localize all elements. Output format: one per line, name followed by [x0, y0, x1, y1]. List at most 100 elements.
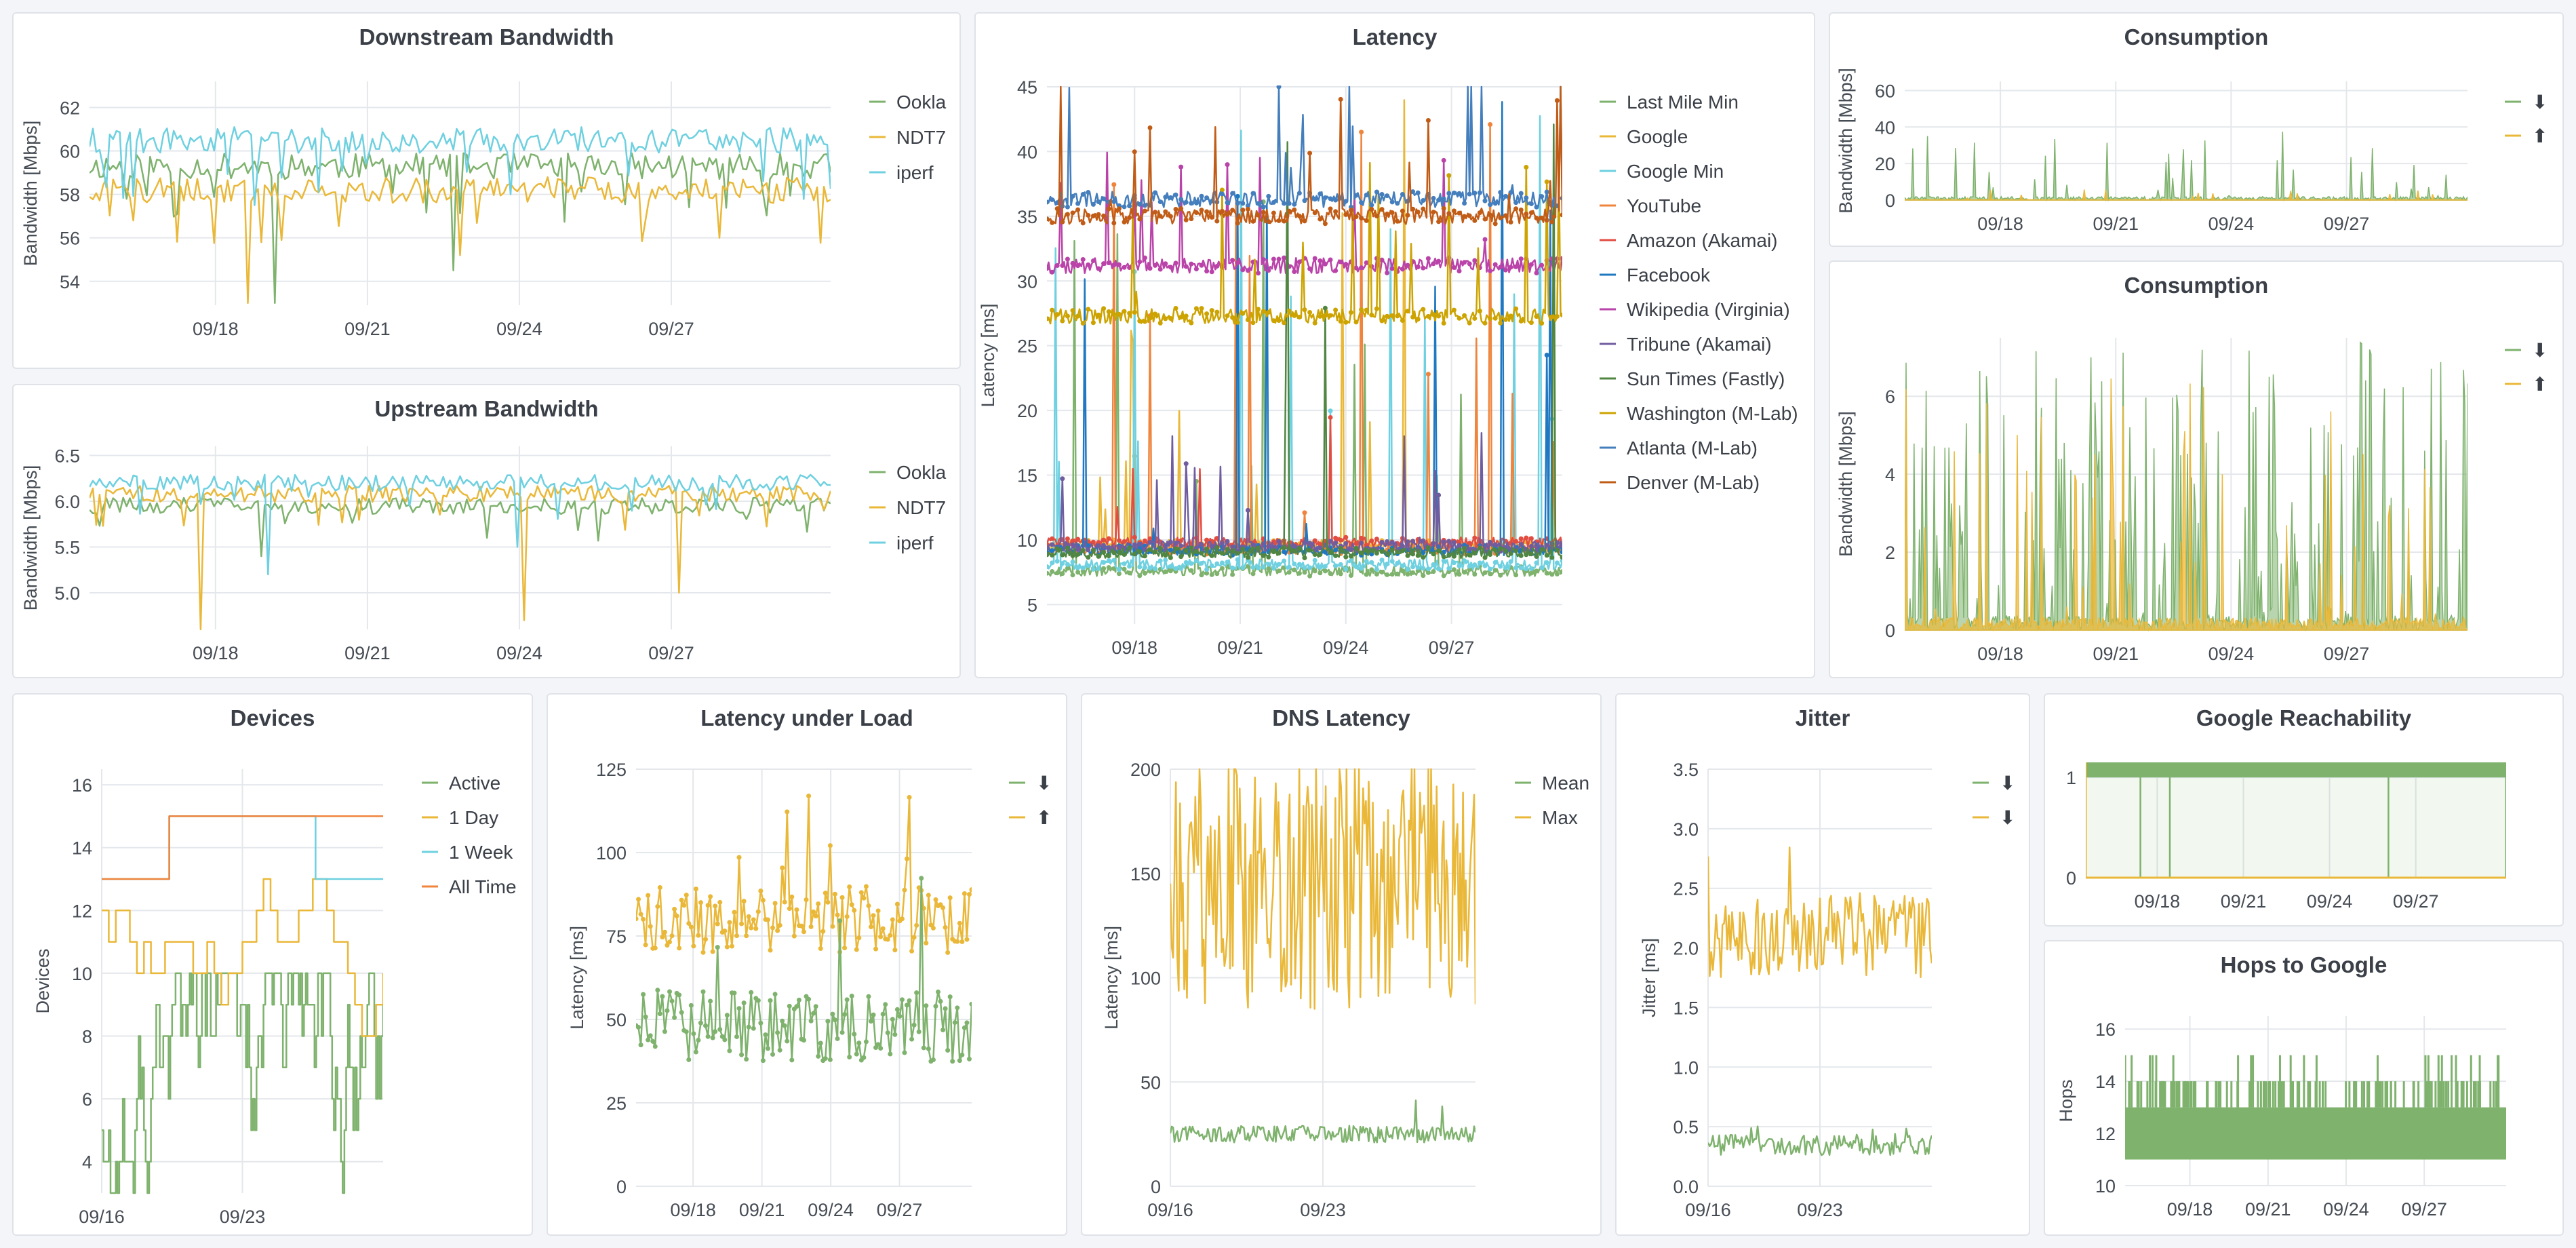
legend-entry: ⬇ [2532, 92, 2548, 113]
data-point [1389, 210, 1395, 215]
data-point [1400, 563, 1405, 568]
data-point [1389, 266, 1395, 271]
data-point [1214, 263, 1220, 269]
data-point [899, 916, 905, 922]
data-point [789, 894, 795, 899]
data-point [775, 1030, 780, 1035]
chart-dns: 0 50 100 150 200 09/16 09/23 Latency [ms] Mean Ma… [1101, 760, 1589, 1220]
data-point [1498, 320, 1503, 326]
data-point [1425, 545, 1431, 551]
data-point [1296, 570, 1302, 576]
data-point [1075, 201, 1081, 206]
data-point [1421, 265, 1426, 271]
data-point [1070, 193, 1075, 199]
data-point [1348, 208, 1353, 213]
data-point [1385, 313, 1390, 319]
data-point [863, 884, 869, 889]
panel-title[interactable]: Latency under Load [700, 705, 913, 730]
legend-entry: ⬇ [1036, 773, 1052, 794]
data-point [1240, 201, 1246, 206]
data-point [938, 998, 943, 1004]
data-point [1065, 542, 1070, 547]
data-point [1405, 567, 1410, 572]
y-tick-label: 30 [1017, 271, 1037, 292]
panel-title[interactable]: DNS Latency [1272, 705, 1410, 730]
data-point [964, 1020, 970, 1026]
data-point [1369, 202, 1374, 208]
data-point [950, 1059, 955, 1064]
data-point [1477, 210, 1482, 216]
data-point [902, 887, 907, 893]
data-point [1467, 191, 1472, 197]
data-point [875, 908, 881, 914]
data-point [1524, 552, 1529, 558]
data-point [1317, 258, 1323, 264]
data-point [933, 897, 938, 902]
data-point [1400, 548, 1405, 553]
data-point [1137, 541, 1143, 547]
x-tick-label: 09/24 [2307, 891, 2353, 912]
data-point [1050, 220, 1055, 225]
data-point [808, 1018, 814, 1023]
y-tick-label: 16 [2095, 1019, 2116, 1040]
data-point [1539, 194, 1545, 199]
data-point [943, 1006, 948, 1011]
data-point [1395, 549, 1400, 555]
panel-title[interactable]: Google Reachability [2196, 705, 2412, 730]
panel-title[interactable]: Downstream Bandwidth [359, 24, 614, 50]
legend-entry: ⬆ [2532, 374, 2548, 395]
data-point [698, 900, 703, 905]
data-point [1282, 558, 1287, 564]
data-point [1467, 261, 1472, 267]
data-point [1446, 191, 1452, 196]
data-point [751, 917, 756, 922]
data-point [1405, 553, 1410, 558]
data-point [1189, 261, 1194, 267]
data-point [1462, 546, 1467, 551]
panel-title[interactable]: Latency [1352, 24, 1438, 50]
data-point [1276, 539, 1282, 544]
data-point [1317, 191, 1323, 197]
data-point [641, 992, 646, 997]
data-point [1106, 558, 1111, 563]
data-point [1328, 408, 1333, 414]
data-point [1147, 547, 1153, 553]
plot-area [90, 126, 831, 305]
data-point [1240, 547, 1246, 552]
data-point [686, 1057, 692, 1062]
data-point [1328, 550, 1333, 555]
data-point [1421, 550, 1426, 555]
data-point [1359, 566, 1364, 571]
data-point [1240, 208, 1246, 213]
data-point [832, 891, 837, 897]
data-point [1261, 564, 1266, 570]
panel-latency: Latency 5 10 15 20 25 30 35 40 45 09/18 09/21 09/24… [974, 12, 1815, 678]
data-point [1153, 311, 1158, 317]
data-point [1385, 539, 1390, 545]
panel-title[interactable]: Upstream Bandwidth [374, 396, 599, 421]
data-point [955, 1005, 960, 1011]
data-point [1338, 259, 1343, 265]
panel-title[interactable]: Hops to Google [2220, 952, 2387, 977]
panel-title[interactable]: Jitter [1795, 705, 1850, 730]
data-point [763, 1032, 768, 1038]
panel-title[interactable]: Devices [230, 705, 315, 730]
data-point [1225, 162, 1230, 168]
data-point [772, 992, 778, 997]
data-point [1106, 260, 1111, 266]
legend-entry: YouTube [1627, 195, 1701, 216]
data-point [1137, 318, 1143, 324]
data-point [1348, 310, 1353, 315]
data-point [808, 924, 814, 929]
panel-dns: DNS Latency 0 50 100 150 200 09/16 09/23 Latenc… [1081, 693, 1602, 1236]
panel-title[interactable]: Consumption [2124, 24, 2269, 50]
series-line [90, 152, 831, 305]
data-point [1328, 414, 1333, 420]
data-point [1230, 565, 1235, 570]
panel-title[interactable]: Consumption [2124, 273, 2269, 298]
data-point [1431, 541, 1436, 546]
y-tick-label: 40 [1017, 142, 1037, 162]
data-point [1534, 314, 1539, 319]
data-point [1047, 199, 1050, 205]
data-point [739, 1052, 745, 1057]
